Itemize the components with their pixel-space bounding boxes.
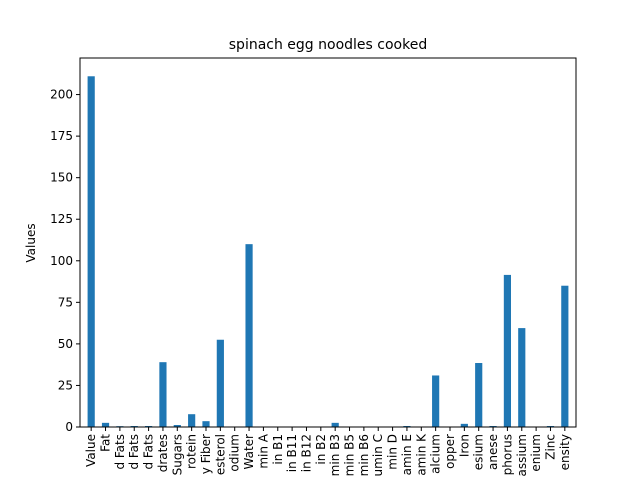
bars-group [87, 76, 569, 427]
x-tick-label: rotein [185, 434, 199, 469]
bar [475, 363, 483, 427]
bar [101, 422, 110, 427]
x-tick-label: Zinc [543, 434, 557, 460]
bar [87, 76, 95, 427]
y-tick-label: 150 [50, 171, 73, 185]
bar [188, 414, 196, 427]
bar [432, 375, 440, 427]
x-tick-label: esterol [213, 434, 227, 475]
x-tick-label: anese [486, 434, 500, 470]
x-tick-label: enium [529, 434, 543, 472]
bar [518, 328, 526, 427]
bar [503, 274, 511, 427]
bar [159, 362, 167, 427]
y-tick-label: 125 [50, 212, 73, 226]
x-tick-label: odium [228, 434, 242, 472]
bar [331, 422, 339, 427]
x-tick-label: umin C [371, 434, 385, 476]
x-tick-label: d Fats [127, 434, 141, 470]
bar [460, 423, 468, 427]
plot-frame [79, 57, 577, 428]
x-tick-label: amin E [400, 434, 414, 475]
y-axis: 0 25 50 75 100 125 150 175 200 [50, 88, 80, 434]
x-tick-label: in B11 [285, 434, 299, 472]
y-tick-label: 75 [58, 295, 73, 309]
y-tick-label: 25 [58, 378, 73, 392]
x-tick-label: drates [156, 434, 170, 472]
x-tick-label: in B2 [314, 434, 328, 465]
x-tick-label: d Fats [142, 434, 156, 470]
x-axis: Value Fat d Fats d Fats d Fats drates Sugars ro… [84, 427, 572, 477]
x-tick-label: min B5 [343, 434, 357, 476]
y-tick-label: 175 [50, 129, 73, 143]
x-tick-label: in B1 [271, 434, 285, 465]
bar [202, 421, 210, 427]
x-tick-label: y Fiber [199, 434, 213, 474]
x-tick-label: min A [256, 433, 270, 468]
bar [173, 425, 181, 427]
x-tick-label: ensity [558, 434, 572, 470]
y-tick-label: 100 [50, 254, 73, 268]
x-tick-label: Water [242, 434, 256, 470]
y-tick-label: 0 [65, 420, 73, 434]
y-tick-label: 200 [50, 88, 73, 102]
x-tick-label: min B3 [328, 434, 342, 476]
bar [216, 339, 224, 427]
x-tick-label: Fat [99, 434, 113, 452]
x-tick-label: d Fats [113, 434, 127, 470]
x-tick-label: alcium [429, 434, 443, 474]
x-tick-label: amin K [414, 433, 428, 476]
x-tick-label: phorus [500, 434, 514, 475]
x-tick-label: in B12 [299, 434, 313, 472]
x-tick-label: assium [515, 434, 529, 477]
bar [561, 285, 569, 427]
x-tick-label: opper [443, 434, 457, 469]
x-tick-label: Value [84, 434, 98, 467]
y-axis-label: Values [24, 223, 38, 262]
x-tick-label: min B6 [357, 434, 371, 476]
chart-title: spinach egg noodles cooked [229, 37, 427, 53]
x-tick-label: esium [472, 434, 486, 470]
bar [245, 244, 253, 427]
x-tick-label: min D [386, 434, 400, 470]
y-tick-label: 50 [58, 337, 73, 351]
x-tick-label: Sugars [170, 434, 184, 475]
x-tick-label: Iron [457, 434, 471, 457]
